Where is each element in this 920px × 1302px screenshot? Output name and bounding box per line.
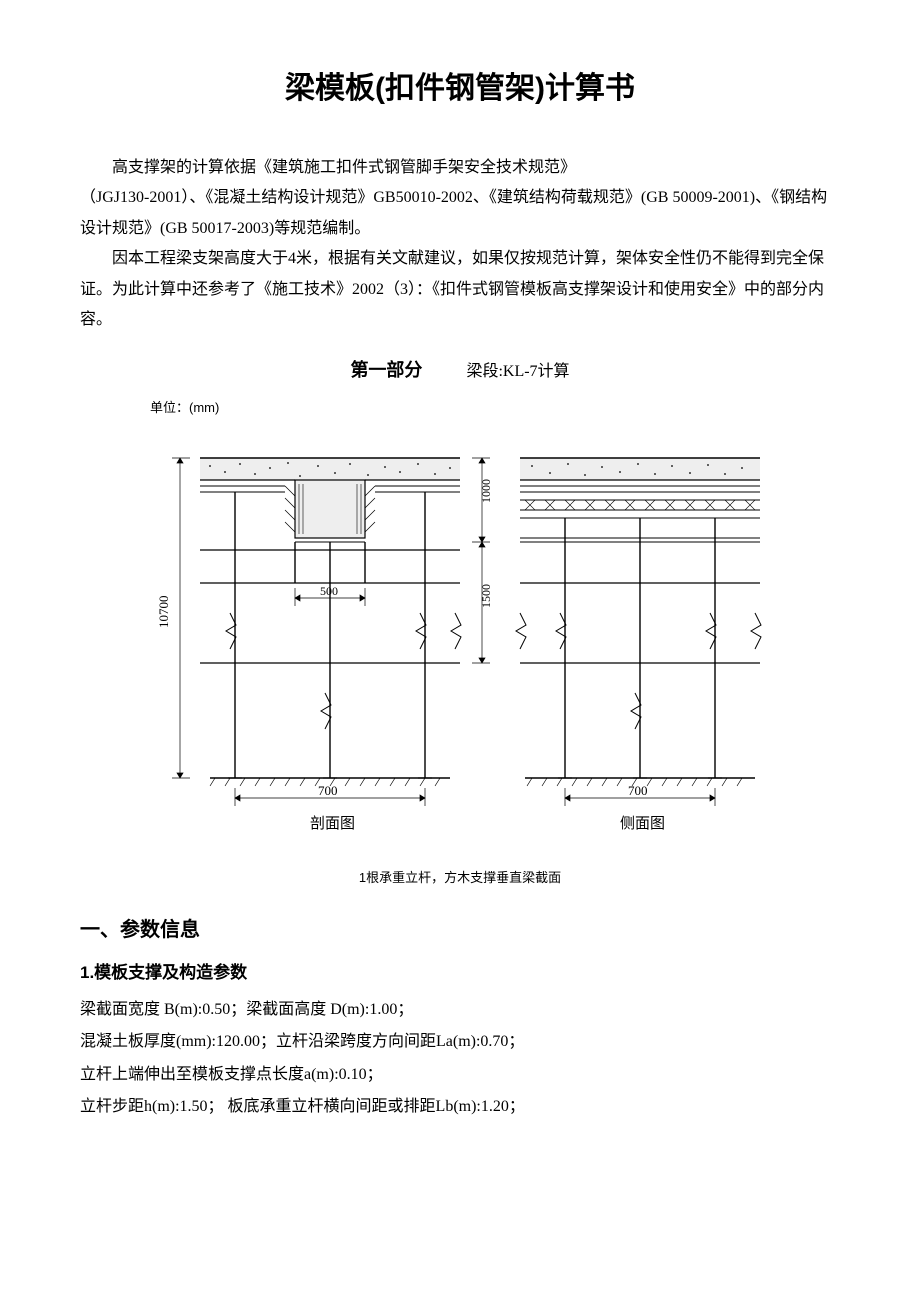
figure: 500 700 剖面图 10700 1000 1500 [80, 428, 840, 859]
param-line-2: 混凝土板厚度(mm):120.00；立杆沿梁跨度方向间距La(m):0.70； [80, 1027, 840, 1057]
left-panel-caption: 剖面图 [310, 815, 355, 832]
doc-title: 梁模板(扣件钢管架)计算书 [80, 60, 840, 117]
right-panel-caption: 侧面图 [620, 815, 665, 832]
param-line-4: 立杆步距h(m):1.50； 板底承重立杆横向间距或排距Lb(m):1.20； [80, 1092, 840, 1122]
figure-caption: 1根承重立杆，方木支撑垂直梁截面 [80, 866, 840, 891]
dim-700-left: 700 [318, 783, 338, 798]
scaffold-diagram: 500 700 剖面图 10700 1000 1500 [140, 428, 780, 848]
param-line-1: 梁截面宽度 B(m):0.50；梁截面高度 D(m):1.00； [80, 995, 840, 1025]
section1-label-bold: 第一部分 [350, 360, 422, 380]
dim-700-right: 700 [628, 783, 648, 798]
intro-p1b: （JGJ130-2001）、《混凝土结构设计规范》GB50010-2002、《建… [80, 183, 840, 244]
dim-500: 500 [320, 584, 338, 598]
section1-header: 第一部分 梁段:KL-7计算 [80, 353, 840, 387]
section1-label-normal: 梁段:KL-7计算 [466, 363, 569, 380]
intro-p1a: 高支撑架的计算依据《建筑施工扣件式钢管脚手架安全技术规范》 [80, 153, 840, 183]
figure-unit-label: 单位：(mm) [150, 396, 840, 421]
intro-p2: 因本工程梁支架高度大于4米，根据有关文献建议，如果仅按规范计算，架体安全性仍不能… [80, 244, 840, 335]
params-sub1: 1.模板支撑及构造参数 [80, 957, 840, 989]
dim-10700: 10700 [156, 596, 171, 629]
params-heading: 一、参数信息 [80, 911, 840, 949]
dim-1500: 1500 [479, 584, 493, 608]
param-line-3: 立杆上端伸出至模板支撑点长度a(m):0.10； [80, 1060, 840, 1090]
dim-1000: 1000 [479, 479, 493, 503]
